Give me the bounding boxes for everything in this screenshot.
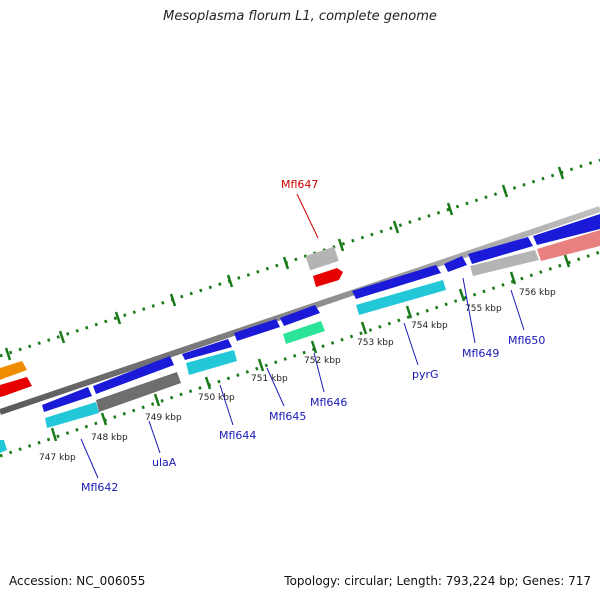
gene-label-mfl649[interactable]: Mfl649 xyxy=(462,347,499,360)
gene-label-mfl642[interactable]: Mfl642 xyxy=(81,481,118,494)
tick-label-749: 749 kbp xyxy=(145,413,182,423)
inner-dotted-ring xyxy=(0,250,600,458)
tick-label-755: 755 kbp xyxy=(465,304,502,314)
map-title: Mesoplasma florum L1, complete genome xyxy=(163,9,437,24)
gene-mfl647-gray[interactable] xyxy=(305,246,339,271)
tick-label-752: 752 kbp xyxy=(304,356,341,366)
gene-ulaA xyxy=(96,372,181,412)
feature-bar-track[interactable] xyxy=(0,230,600,453)
gene-pyrG-cds xyxy=(352,265,441,299)
topology-summary: Topology: circular; Length: 793,224 bp; … xyxy=(284,574,591,588)
tick-label-751: 751 kbp xyxy=(251,374,288,384)
gene-mfl650-cds xyxy=(533,214,600,245)
gene-label-pyrG[interactable]: pyrG xyxy=(412,368,439,381)
tick-label-747: 747 kbp xyxy=(39,453,76,463)
gene-mfl642 xyxy=(45,402,99,428)
gene-mfl644 xyxy=(186,350,237,375)
gene-label-leaders xyxy=(80,193,525,479)
gene-label-mfl646[interactable]: Mfl646 xyxy=(310,396,347,409)
gene-pyrG xyxy=(356,280,446,315)
genome-backbone xyxy=(0,206,600,415)
gene-mfl642-cds xyxy=(42,387,92,412)
gene-ulaA-cds xyxy=(93,356,174,394)
gene-mfl645-cds xyxy=(234,319,280,341)
forward-cds-track[interactable] xyxy=(42,214,600,412)
gene-mfl649-cds-a xyxy=(444,256,467,272)
inner-ring-ticks xyxy=(50,254,571,442)
accession-text: Accession: NC_006055 xyxy=(9,574,146,588)
outer-ring-ticks xyxy=(4,166,565,361)
tick-label-748: 748 kbp xyxy=(91,433,128,443)
gene-cyan-left xyxy=(0,440,7,453)
gene-label-mfl644[interactable]: Mfl644 xyxy=(219,429,256,442)
gene-mfl649 xyxy=(470,250,539,276)
gene-label-ulaA[interactable]: ulaA xyxy=(152,456,177,469)
gene-mfl647[interactable] xyxy=(313,268,343,287)
gene-mfl646-cds xyxy=(280,305,320,326)
gene-mfl650 xyxy=(537,230,600,261)
gene-orange[interactable] xyxy=(0,361,27,380)
tick-label-753: 753 kbp xyxy=(357,338,394,348)
gene-label-mfl650[interactable]: Mfl650 xyxy=(508,334,545,347)
gene-mfl646 xyxy=(283,321,325,344)
tick-label-756: 756 kbp xyxy=(519,288,556,298)
tick-label-754: 754 kbp xyxy=(411,321,448,331)
gene-mfl644-cds xyxy=(182,339,232,360)
gene-red-left[interactable] xyxy=(0,377,32,397)
gene-mfl649-cds-b xyxy=(468,237,533,264)
tick-label-750: 750 kbp xyxy=(198,393,235,403)
gene-label-mfl647[interactable]: Mfl647 xyxy=(281,178,318,191)
gene-label-mfl645[interactable]: Mfl645 xyxy=(269,410,306,423)
